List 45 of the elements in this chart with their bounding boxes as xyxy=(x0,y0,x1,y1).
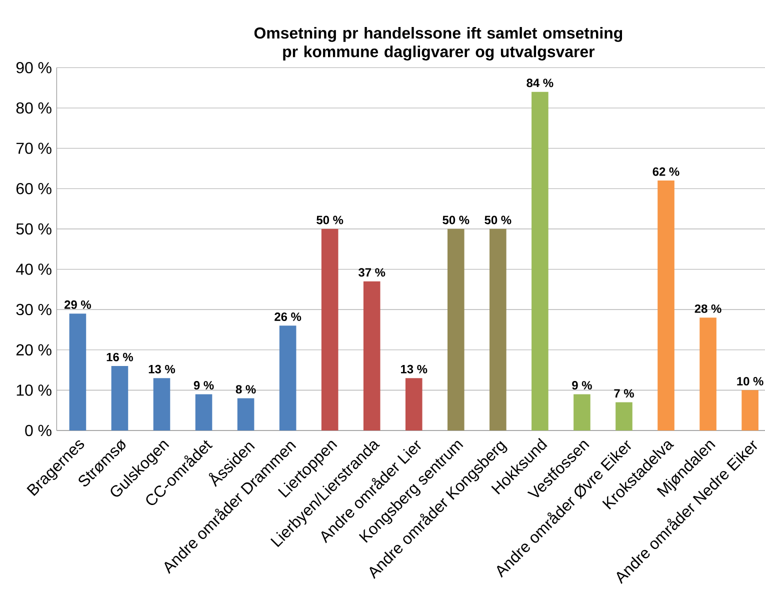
bar xyxy=(532,92,548,430)
bar xyxy=(195,394,212,430)
bar xyxy=(69,314,86,430)
bar xyxy=(363,281,380,430)
y-tick-label: 90 % xyxy=(16,62,52,74)
data-label: 13 % xyxy=(401,364,428,374)
bar xyxy=(742,390,758,430)
bar xyxy=(700,318,716,430)
y-tick-label: 30 % xyxy=(16,304,52,316)
data-label: 8 % xyxy=(236,385,256,394)
bar xyxy=(490,228,506,430)
data-label: 50 % xyxy=(442,216,470,224)
chart-title: Omsetning pr handelssone ift samlet omsetning pr kommune dagligvarer og utvalgsvarer xyxy=(254,26,622,60)
data-label: 26 % xyxy=(274,312,302,321)
y-tick-label: 80 % xyxy=(16,102,52,114)
y-tick-label: 70 % xyxy=(16,142,52,154)
y-tick-label: 10 % xyxy=(16,384,52,396)
data-label: 9 % xyxy=(572,380,592,390)
data-label: 28 % xyxy=(694,304,722,313)
y-tick-label: 60 % xyxy=(16,182,52,194)
data-label: 29 % xyxy=(64,300,91,309)
data-label: 37 % xyxy=(358,268,386,277)
bar xyxy=(405,378,422,430)
data-label: 84 % xyxy=(526,78,554,88)
y-tick-label: 40 % xyxy=(16,264,52,275)
bar xyxy=(574,394,590,430)
bar xyxy=(658,180,674,430)
bar xyxy=(153,378,170,430)
y-tick-label: 50 % xyxy=(16,223,52,234)
data-label: 50 % xyxy=(316,216,344,224)
data-label: 13 % xyxy=(148,364,176,374)
bar xyxy=(616,402,632,430)
bar xyxy=(237,398,254,430)
y-tick-label: 0 % xyxy=(25,424,52,436)
bar xyxy=(279,326,296,430)
data-label: 9 % xyxy=(194,380,214,390)
bar xyxy=(447,228,464,430)
bar xyxy=(111,366,128,430)
data-label: 50 % xyxy=(484,216,512,224)
data-label: 62 % xyxy=(652,167,680,176)
data-label: 16 % xyxy=(106,352,134,362)
y-tick-label: 20 % xyxy=(16,344,52,356)
data-label: 10 % xyxy=(737,376,764,386)
data-label: 7 % xyxy=(614,389,634,398)
bar xyxy=(321,228,338,430)
